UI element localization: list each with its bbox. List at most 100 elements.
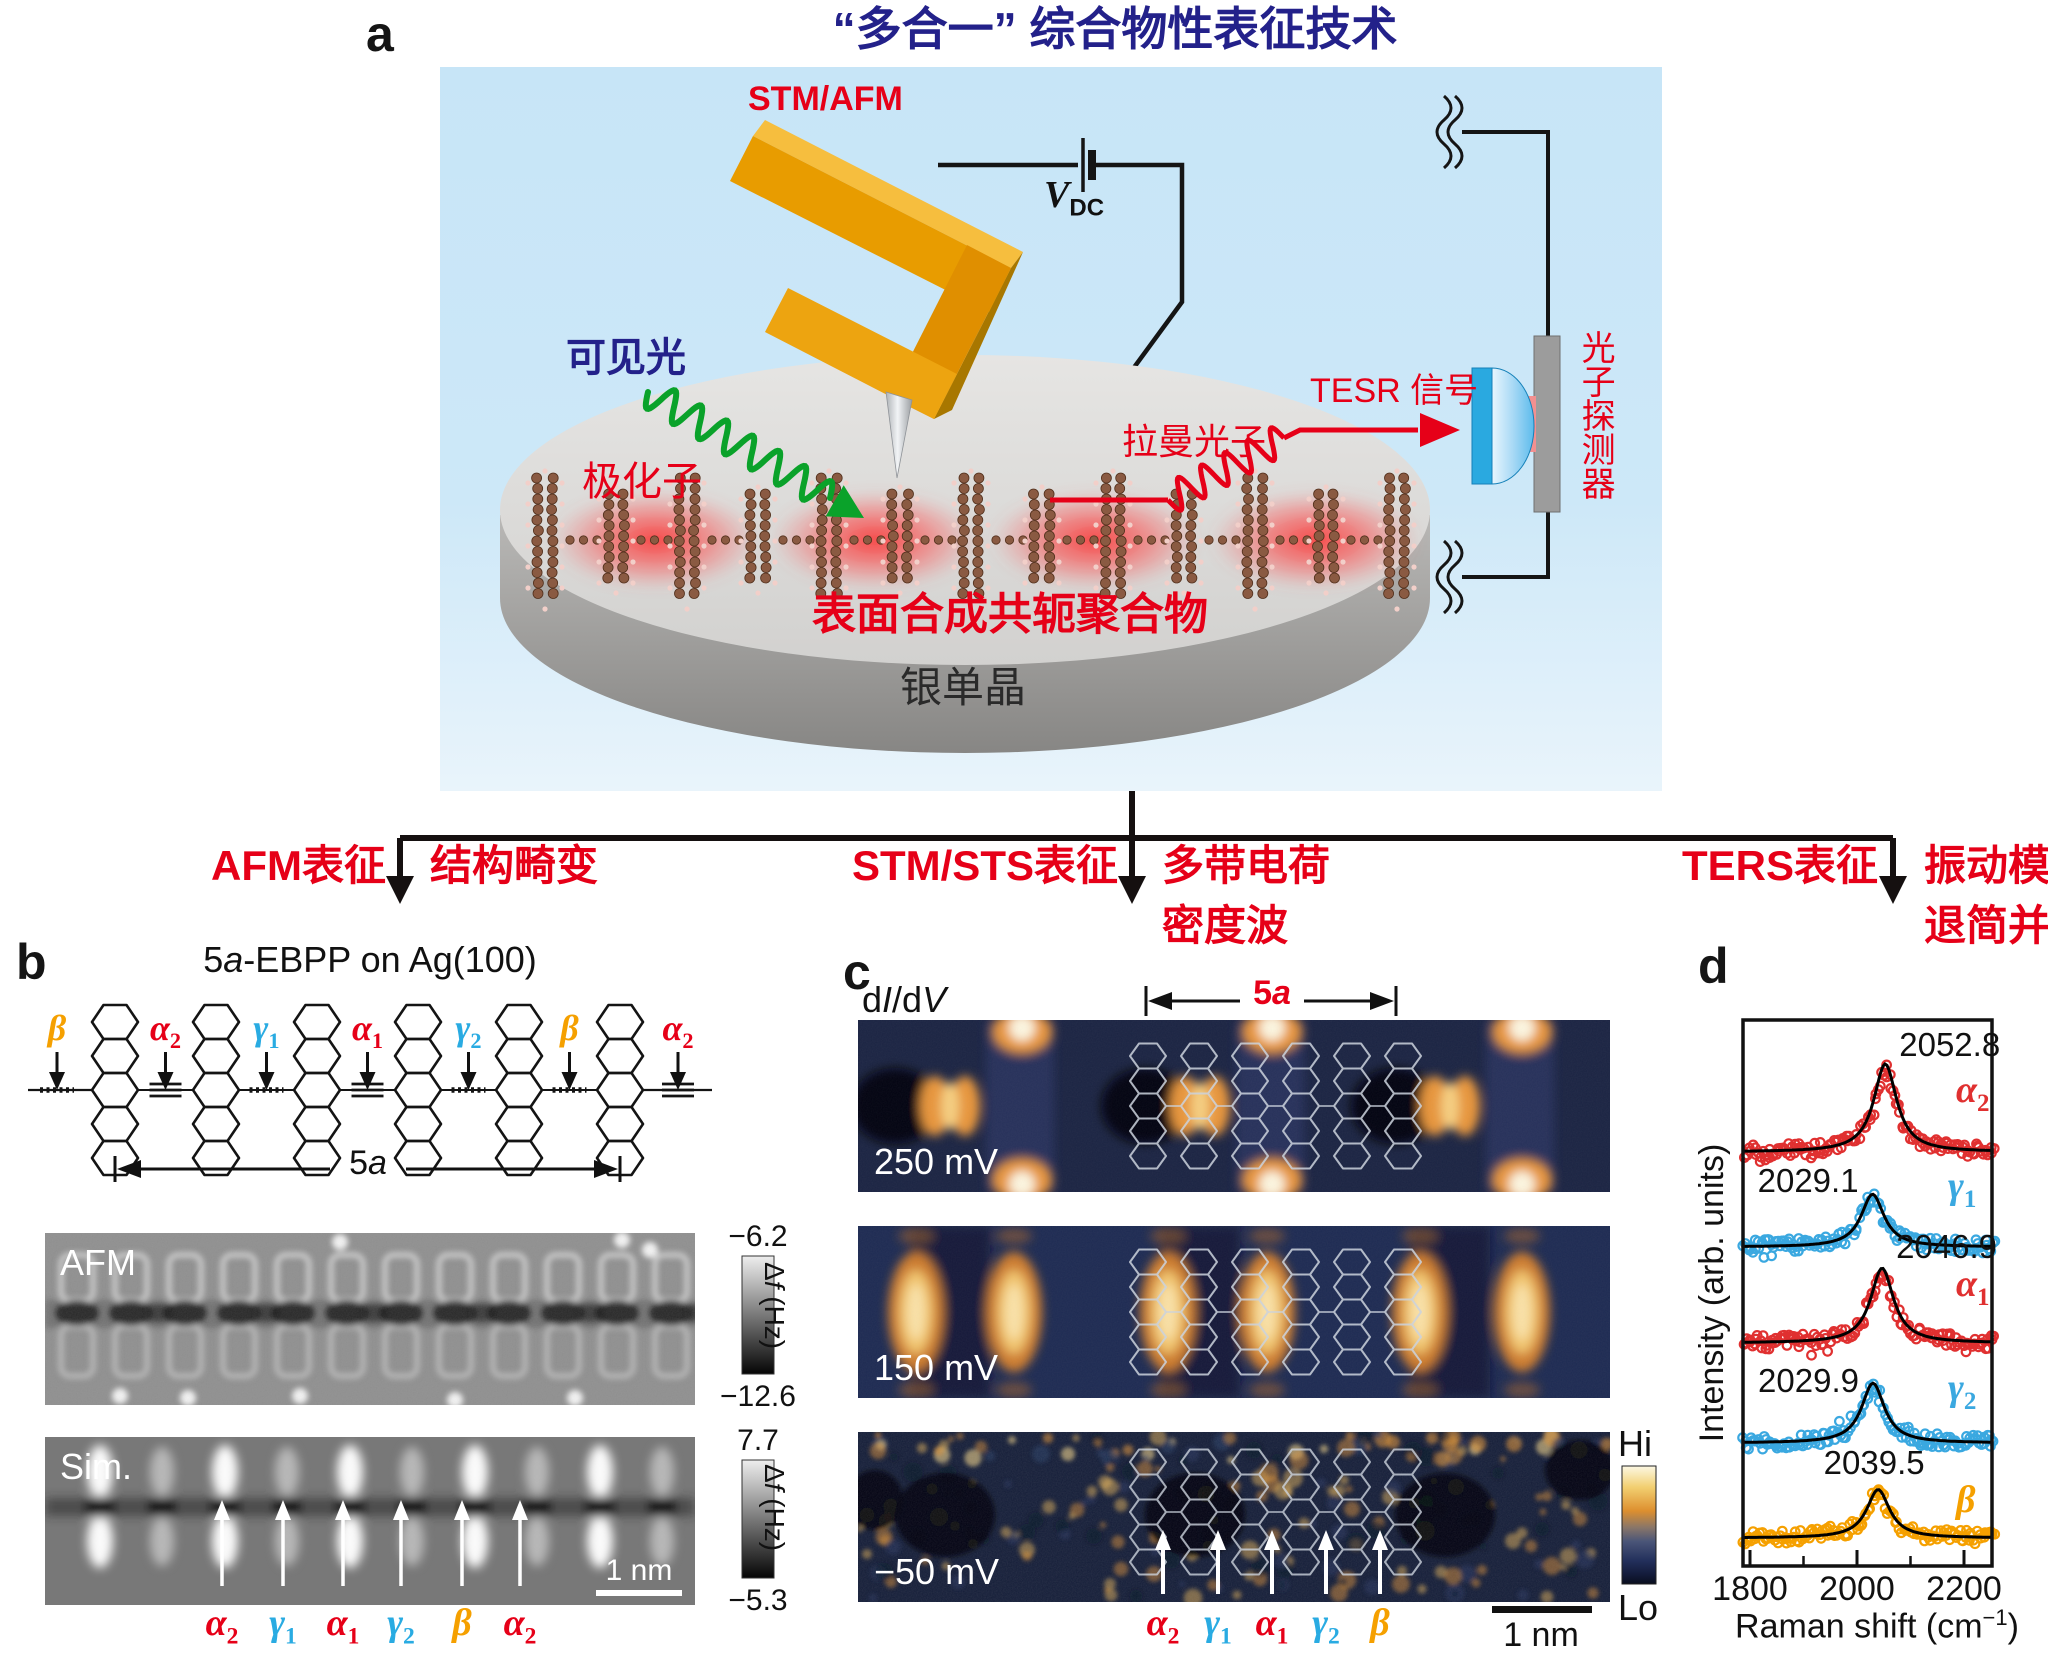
- circle-art: [1029, 509, 1041, 521]
- circle-art: [991, 535, 1001, 545]
- circle-art: [613, 590, 619, 596]
- circle-art: [596, 496, 602, 502]
- circle-art: [1170, 562, 1182, 573]
- circle-art: [525, 480, 531, 486]
- circle-art: [903, 488, 914, 500]
- circle-art: [565, 535, 575, 545]
- circle-art: [886, 562, 898, 573]
- probe-tip: [885, 391, 913, 479]
- circle-art: [958, 556, 969, 568]
- circle-art: [1028, 551, 1040, 563]
- circle-art: [1198, 538, 1204, 544]
- ellipse-art: [462, 1445, 488, 1499]
- data-point: [1757, 1330, 1769, 1341]
- polymer-chain: [525, 468, 1420, 612]
- circle-art: [546, 483, 558, 494]
- circle-art: [826, 468, 832, 474]
- circle-art: [1269, 564, 1275, 570]
- circle-art: [701, 585, 707, 591]
- polygon-art: [1384, 1348, 1422, 1376]
- circle-art: [972, 546, 984, 557]
- unit-cell-dimension-c: [1144, 986, 1398, 1016]
- circle-art: [1127, 543, 1133, 549]
- circle-art: [1056, 559, 1062, 565]
- circle-art: [542, 606, 548, 612]
- circle-art: [1089, 535, 1099, 545]
- circle-art: [1313, 551, 1324, 563]
- circle-art: [1115, 588, 1127, 599]
- circle-art: [1313, 509, 1325, 521]
- circle-art: [759, 530, 771, 542]
- circle-art: [1186, 541, 1197, 552]
- circle-art: [914, 496, 920, 502]
- site-arrow-icon: [1155, 1530, 1171, 1550]
- circle-art: [1257, 483, 1268, 494]
- circle-art: [618, 530, 629, 542]
- circle-art: [1022, 496, 1028, 502]
- circle-art: [815, 588, 827, 599]
- circle-art: [1170, 541, 1182, 552]
- circle-art: [630, 517, 636, 523]
- polygon-art: [191, 1139, 241, 1177]
- circle-art: [1340, 496, 1346, 502]
- circle-art: [542, 468, 548, 474]
- circle-art: [772, 517, 778, 523]
- circle-art: [760, 551, 772, 563]
- ellipse-art: [525, 1516, 549, 1566]
- circle-art: [1400, 483, 1411, 494]
- circle-art: [914, 559, 920, 565]
- photon-arrows: [642, 387, 1460, 518]
- circle-art: [1114, 525, 1125, 536]
- circle-art: [745, 541, 757, 552]
- ellipse-art: [212, 1514, 238, 1568]
- circle-art: [1043, 541, 1055, 552]
- circle-art: [1306, 538, 1312, 544]
- circle-art: [1242, 525, 1254, 536]
- circle-art: [649, 535, 660, 545]
- rect-art: [858, 1432, 1610, 1602]
- circle-art: [985, 543, 991, 549]
- circle-art: [831, 535, 843, 547]
- circle-art: [1288, 535, 1299, 545]
- circle-art: [738, 496, 744, 502]
- circle-art: [1340, 517, 1346, 523]
- circle-art: [689, 483, 701, 494]
- rect-art: [736, 1020, 804, 1192]
- data-point: [1806, 1349, 1817, 1361]
- circle-art: [886, 572, 898, 584]
- visible-light-arrowhead: [825, 485, 864, 518]
- circle-art: [667, 501, 673, 507]
- circle-art: [1164, 538, 1170, 544]
- circle-art: [951, 564, 957, 570]
- circle-art: [985, 480, 991, 486]
- data-point: [1833, 1415, 1845, 1427]
- circle-art: [596, 538, 602, 544]
- polygon-art: [292, 1139, 342, 1177]
- circle-art: [701, 543, 707, 549]
- circle-art: [1127, 480, 1133, 486]
- circle-art: [901, 520, 913, 531]
- circle-art: [1256, 577, 1268, 589]
- circle-art: [1327, 541, 1339, 552]
- circle-art: [602, 572, 614, 584]
- circle-art: [1044, 520, 1056, 531]
- circle-art: [532, 546, 543, 557]
- circle-art: [759, 1015, 785, 1041]
- circle-art: [1056, 517, 1062, 523]
- circle-art: [1217, 535, 1228, 545]
- circle-art: [1181, 590, 1187, 596]
- polygon-art: [1148, 992, 1172, 1010]
- circle-art: [973, 588, 985, 599]
- ellipse-art: [337, 1445, 363, 1499]
- polygon-art: [117, 1160, 141, 1178]
- spectrum-gamma1: 2029.1 γ1: [1737, 1162, 2001, 1263]
- circle-art: [689, 504, 701, 515]
- circle-art: [744, 572, 756, 584]
- circle-art: [1114, 514, 1125, 526]
- circle-art: [809, 480, 815, 486]
- circle-art: [533, 525, 544, 536]
- circle-art: [760, 509, 771, 521]
- afm-image: [45, 1233, 695, 1405]
- circle-art: [1242, 577, 1254, 589]
- circle-art: [830, 546, 842, 557]
